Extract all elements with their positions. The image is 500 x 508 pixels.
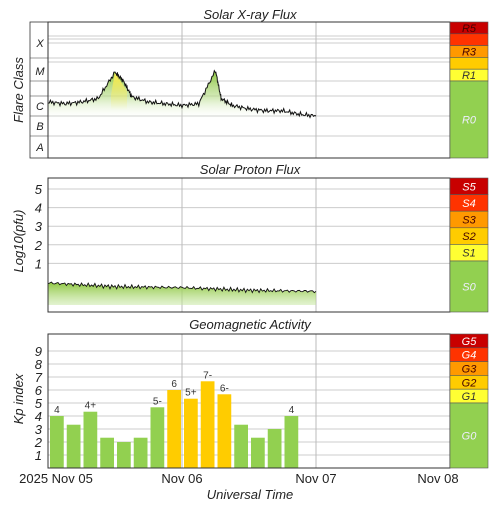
scale-label-s2: S2 [462,231,475,243]
kp-bar-label: 5- [153,396,162,407]
scale-box-g0 [449,402,489,469]
kp-bar [200,381,215,468]
kp-bar [133,437,148,468]
time-axis-label: Universal Time [207,487,294,502]
kp-bars: 4 4+ 5- 6 5+ 7- 6- 4 [50,370,299,468]
xray-tick-labels: ABC M X [29,21,49,159]
kp-tick-4: 4 [35,409,42,424]
proton-tick-5: 5 [35,182,43,197]
kp-panel: Geomagnetic Activity Kp index 123456789 … [11,317,489,469]
time-tick-label: Nov 06 [161,471,202,486]
kp-tick-5: 5 [35,396,43,411]
scale-label-g0: G0 [462,431,478,443]
scale-box-r0 [449,80,489,159]
time-tick-label: Nov 07 [295,471,336,486]
kp-bar [184,398,198,468]
xray-flux-line [47,69,317,119]
scale-label-r5: R5 [462,23,477,35]
time-tick-label: 2025 Nov 05 [19,471,93,486]
kp-bar [167,390,181,468]
proton-tick-2: 2 [34,238,43,253]
kp-bar [150,407,165,468]
kp-tick-2: 2 [34,435,43,450]
kp-ylabel: Kp index [11,373,26,424]
scale-box-r4 [449,33,489,46]
kp-bar [50,416,64,468]
time-axis-tick-labels: 2025 Nov 05 Nov 06 Nov 07 Nov 08 [19,471,458,486]
scale-label-g4: G4 [462,350,477,362]
proton-radiation-storm-scale: S5 S4 S3 S2 S1 S0 [449,177,489,313]
kp-bar [251,437,265,468]
time-tick-label: Nov 08 [417,471,458,486]
kp-title: Geomagnetic Activity [189,317,312,332]
flare-tick-b: B [36,121,43,133]
xray-title: Solar X-ray Flux [203,7,297,22]
proton-tick-1: 1 [35,256,42,271]
flare-tick-x: X [35,38,44,50]
xray-ylabel: Flare Class [11,57,26,123]
kp-bar [234,424,248,468]
proton-ylabel: Log10(pfu) [11,210,26,273]
flare-highlight [111,72,127,110]
flare-tick-m: M [35,66,45,78]
kp-bar [117,442,131,468]
kp-bar-label: 4+ [85,401,97,412]
kp-bar [66,424,81,468]
kp-bar-label: 6 [171,379,177,390]
scale-label-g1: G1 [462,391,477,403]
kp-bar-label: 5+ [185,388,197,399]
kp-tick-1: 1 [35,448,42,463]
xray-flux-area [47,69,317,120]
proton-gridlines [48,178,450,312]
scale-label-g5: G5 [462,336,478,348]
kp-bar [100,437,114,468]
kp-bar [284,416,299,468]
scale-label-r1: R1 [462,70,476,82]
kp-tick-6: 6 [35,383,43,398]
scale-label-g2: G2 [462,377,477,389]
proton-tick-labels: 1 2 3 4 5 [34,182,43,271]
proton-flux-fill [48,282,316,305]
kp-bar [267,429,282,468]
kp-bar-label: 7- [203,370,212,381]
scale-label-g3: G3 [462,364,478,376]
kp-bar-label: 6- [220,383,229,394]
flare-tick-c: C [36,101,44,113]
scale-label-s4: S4 [462,198,475,210]
kp-bar-label: 4 [54,405,60,416]
scale-box-r2 [449,57,489,70]
xray-radio-blackout-scale: R5 R3 R1 R0 [449,21,489,159]
kp-bar [217,394,232,468]
kp-gridlines [48,334,450,468]
scale-label-s5: S5 [462,181,476,193]
scale-label-r3: R3 [462,47,477,59]
proton-title: Solar Proton Flux [200,162,301,177]
proton-flux-line [47,281,317,294]
proton-tick-4: 4 [35,201,42,216]
kp-bar-label: 4 [289,405,295,416]
proton-flux-area [47,281,317,305]
kp-tick-3: 3 [35,422,43,437]
scale-box-s0 [449,260,489,313]
scale-label-s3: S3 [462,215,476,227]
scale-label-r0: R0 [462,115,477,127]
scale-label-s0: S0 [462,282,476,294]
kp-tick-7: 7 [35,370,43,385]
scale-label-s1: S1 [462,248,475,260]
flare-tick-a: A [35,142,43,154]
kp-bar [83,411,98,468]
kp-tick-9: 9 [35,344,42,359]
proton-tick-3: 3 [35,219,43,234]
kp-tick-8: 8 [35,357,43,372]
